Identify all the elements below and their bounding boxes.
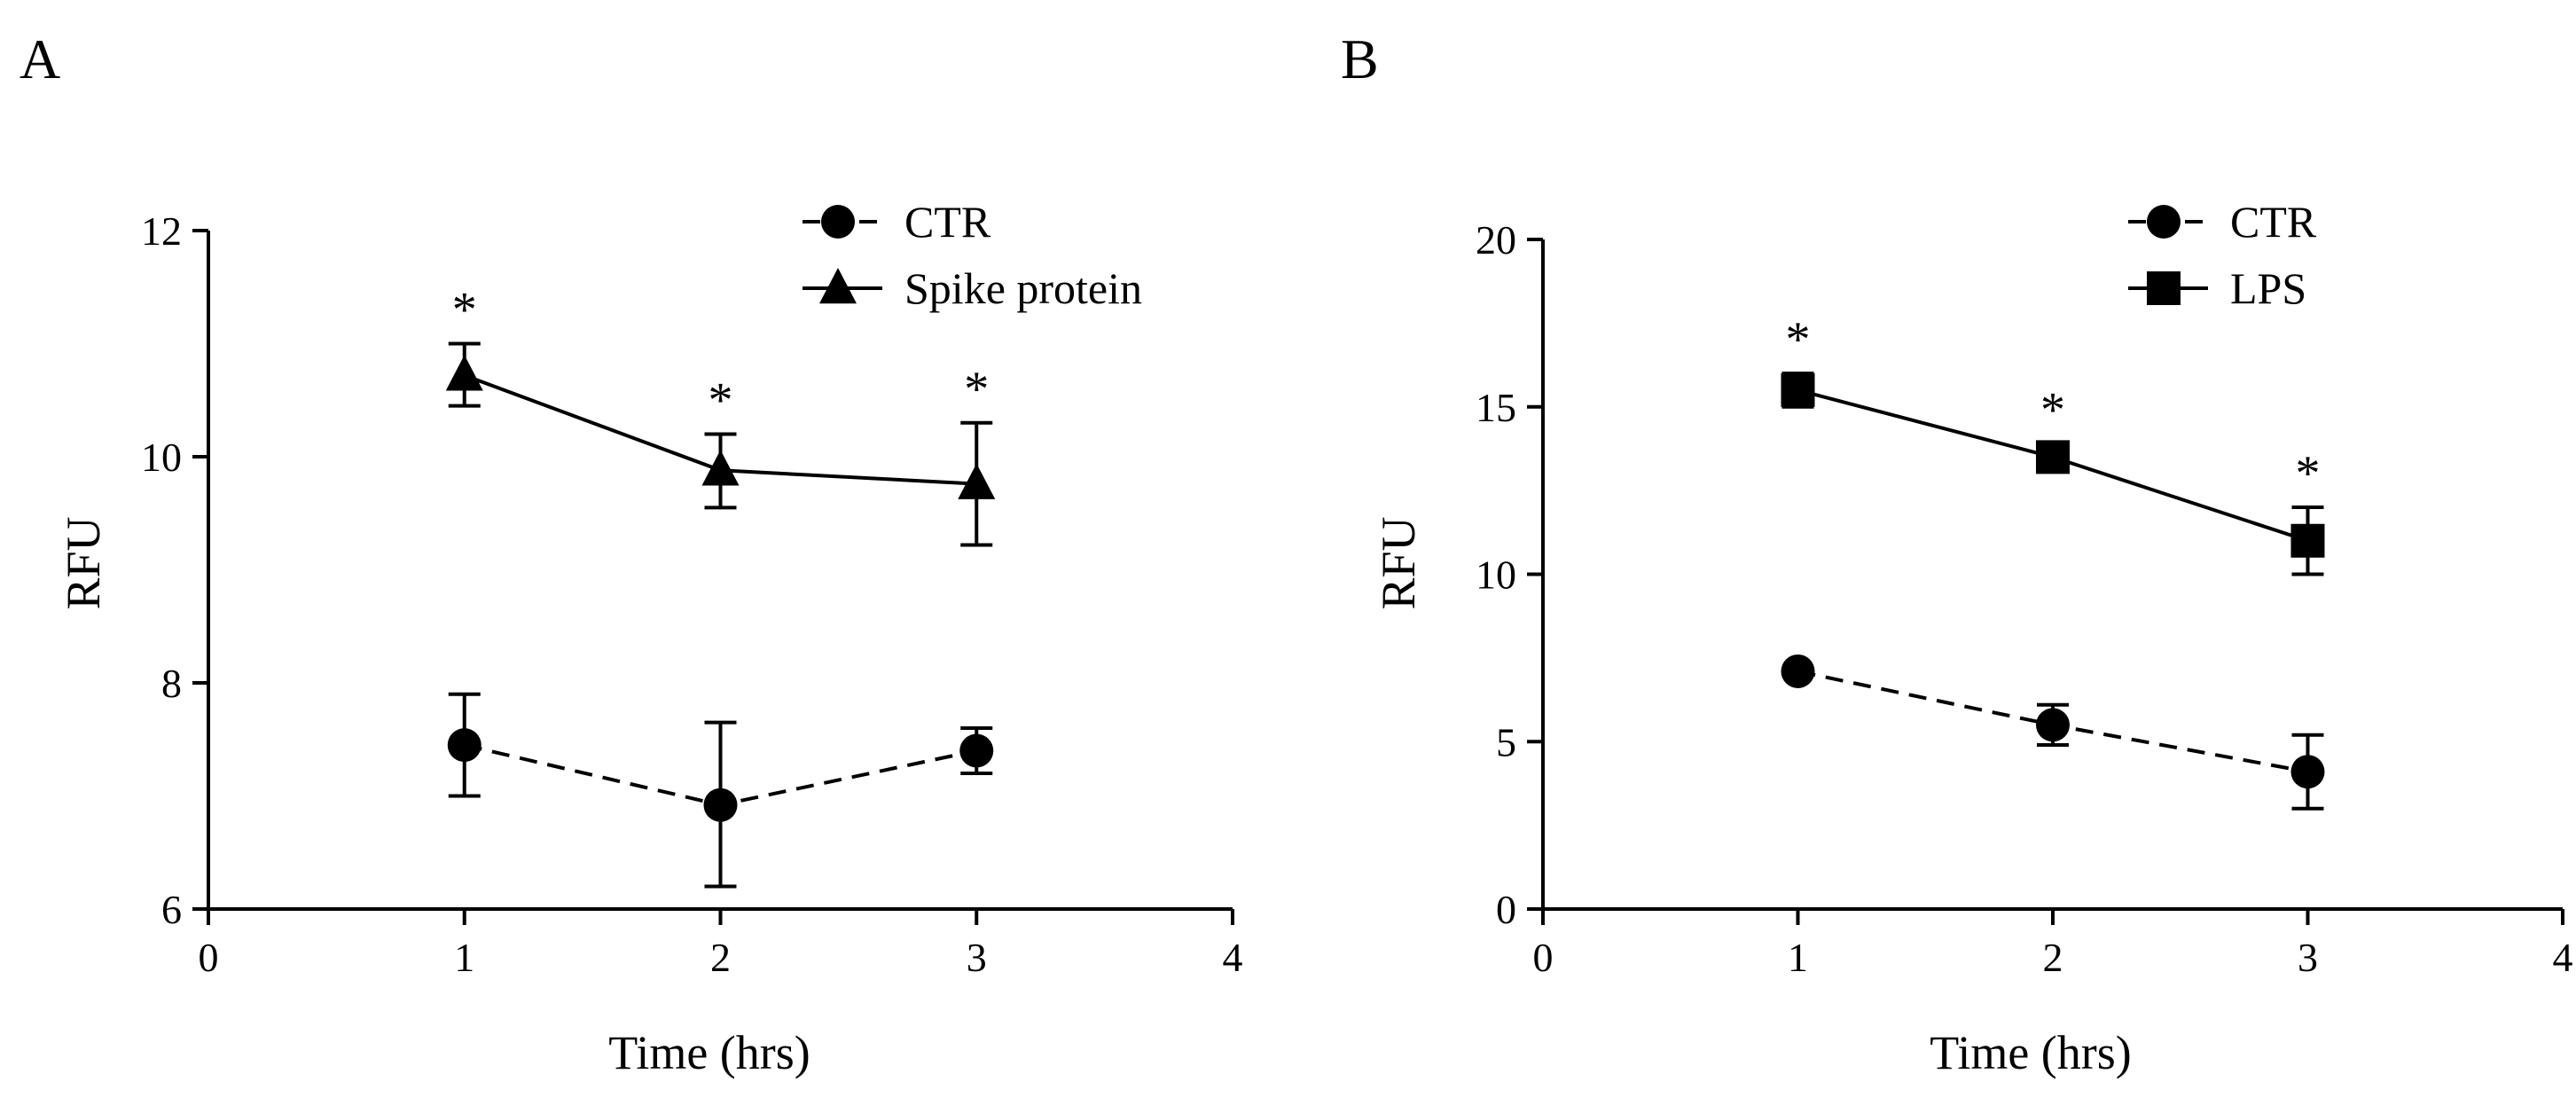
x-tick-label: 2 (2043, 935, 2063, 980)
x-tick-label: 1 (1788, 935, 1808, 980)
legend-label: CTR (904, 197, 991, 247)
data-point (958, 463, 996, 499)
legend: CTR Spike protein (803, 197, 1142, 313)
x-tick-label: 4 (2553, 935, 2573, 980)
y-tick-label: 10 (141, 435, 182, 480)
x-tick-label: 1 (454, 935, 474, 980)
significance-star: * (964, 362, 989, 417)
significance-star: * (2296, 446, 2321, 501)
y-tick-label: 8 (161, 661, 182, 706)
legend-label: LPS (2230, 263, 2306, 313)
x-axis-title: Time (hrs) (608, 1026, 810, 1079)
y-tick-label: 5 (1496, 719, 1516, 764)
x-tick-label: 0 (199, 935, 219, 980)
data-point (703, 788, 738, 822)
legend: CTR LPS (2128, 197, 2317, 313)
x-tick-label: 0 (1533, 935, 1554, 980)
significance-star: * (1786, 312, 1811, 367)
data-point (701, 450, 740, 486)
y-axis-title: RFU (1372, 516, 1425, 609)
y-tick-label: 12 (141, 208, 182, 254)
significance-star: * (2040, 382, 2065, 437)
legend-label: Spike protein (904, 263, 1142, 313)
panel-label: A (20, 27, 60, 90)
data-point (445, 355, 483, 391)
data-point (2036, 708, 2070, 742)
y-axis-title: RFU (57, 516, 110, 609)
significance-star: * (709, 373, 733, 428)
data-point (447, 728, 482, 763)
legend-label: CTR (2230, 197, 2317, 247)
data-point (2290, 523, 2325, 558)
x-tick-label: 2 (710, 935, 731, 980)
chart-panel-b: B RFU Time (hrs) 0 5 10 15 20 0 1 2 3 4 * * * CTR LP… (1341, 27, 2573, 1079)
significance-star: * (452, 283, 477, 338)
y-tick-label: 20 (1476, 217, 1516, 263)
y-tick-label: 15 (1476, 385, 1516, 430)
x-tick-label: 4 (1223, 935, 1243, 980)
x-axis-title: Time (hrs) (1930, 1026, 2132, 1079)
x-tick-label: 3 (2298, 935, 2318, 980)
data-point (2036, 440, 2070, 474)
legend-marker (821, 205, 855, 239)
y-tick-label: 10 (1476, 553, 1516, 598)
y-tick-label: 6 (161, 887, 182, 932)
data-point (2290, 755, 2325, 789)
legend-marker (2147, 271, 2181, 305)
legend-marker (819, 268, 857, 304)
y-tick-label: 0 (1496, 887, 1516, 932)
x-tick-label: 3 (967, 935, 987, 980)
data-point (1781, 372, 1815, 407)
legend-marker (2147, 205, 2181, 239)
data-point (1781, 654, 1815, 688)
panel-label: B (1341, 27, 1379, 90)
data-point (959, 733, 994, 768)
